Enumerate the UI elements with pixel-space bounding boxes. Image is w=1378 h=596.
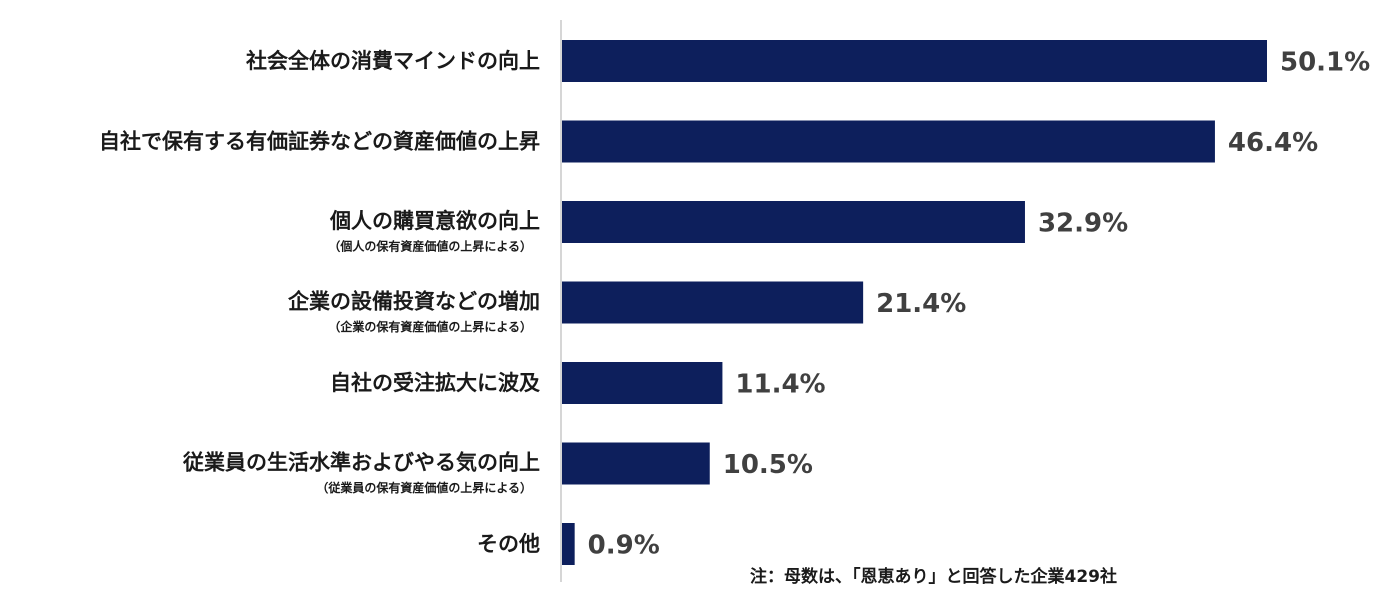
- bar: [562, 120, 1215, 163]
- bar-row: 自社の受注拡大に波及 11.4%: [330, 362, 826, 404]
- value-label: 0.9%: [588, 531, 660, 561]
- bar-row: 自社で保有する有価証券などの資産価値の上昇 46.4%: [99, 120, 1318, 163]
- category-sublabel: （個人の保有資産価値の上昇による）: [328, 239, 532, 254]
- footnote: 注：母数は、「恩恵あり」と回答した企業429社: [750, 567, 1117, 587]
- value-label: 21.4%: [876, 289, 966, 319]
- category-label: 社会全体の消費マインドの向上: [245, 49, 540, 73]
- bar: [562, 281, 864, 324]
- bar: [562, 523, 575, 565]
- bar: [562, 201, 1025, 243]
- category-label: その他: [477, 532, 540, 556]
- bar-row: 個人の購買意欲の向上 （個人の保有資産価値の上昇による） 32.9%: [328, 201, 1128, 254]
- category-label: 自社の受注拡大に波及: [330, 371, 541, 395]
- value-label: 32.9%: [1038, 209, 1128, 239]
- category-label: 企業の設備投資などの増加: [287, 290, 540, 314]
- bar: [562, 442, 710, 485]
- category-sublabel: （従業員の保有資産価値の上昇による）: [316, 480, 532, 495]
- bar-row: 企業の設備投資などの増加 （企業の保有資産価値の上昇による） 21.4%: [287, 281, 966, 334]
- value-label: 10.5%: [723, 450, 813, 480]
- bar-row: その他 0.9%: [477, 523, 660, 565]
- category-label: 個人の購買意欲の向上: [329, 209, 540, 233]
- value-label: 50.1%: [1280, 48, 1370, 78]
- category-label: 従業員の生活水準およびやる気の向上: [182, 451, 540, 475]
- value-label: 46.4%: [1228, 128, 1318, 158]
- category-sublabel: （企業の保有資産価値の上昇による）: [328, 319, 532, 334]
- bar: [562, 362, 723, 404]
- bar-row: 従業員の生活水準およびやる気の向上 （従業員の保有資産価値の上昇による） 10.5%: [182, 442, 813, 495]
- bars-layer: 社会全体の消費マインドの向上 50.1% 自社で保有する有価証券などの資産価値の上昇…: [99, 40, 1370, 565]
- category-label: 自社で保有する有価証券などの資産価値の上昇: [99, 130, 540, 154]
- bar: [562, 40, 1267, 82]
- bar-row: 社会全体の消費マインドの向上 50.1%: [245, 40, 1370, 82]
- value-label: 11.4%: [735, 370, 825, 400]
